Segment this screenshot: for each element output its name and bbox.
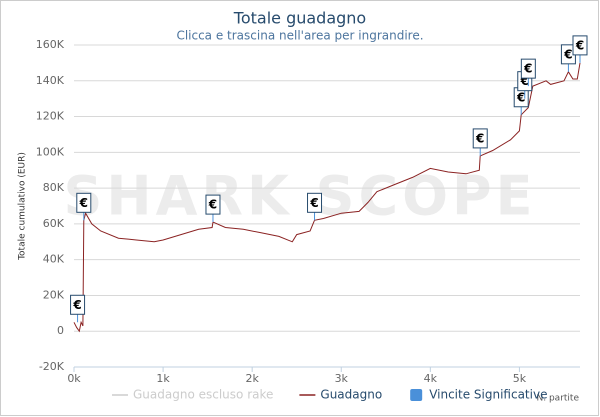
y-tick-label: 120K [36,110,65,123]
y-tick-label: 0 [57,324,64,337]
y-tick-label: 60K [43,217,65,230]
flag-text: € [72,298,81,312]
y-axis-label: Totale cumulativo (EUR) [18,152,28,261]
watermark: SHARK SCOPE [64,165,537,228]
y-tick-label: 40K [43,253,65,266]
flag-text: € [575,38,584,52]
flag-text: € [523,62,532,76]
flag-text: € [309,196,318,210]
y-tick-label: 20K [43,288,65,301]
x-tick-label: 1k [156,372,170,385]
x-tick-label: 2k [245,372,259,385]
x-axis-label: N. partite [537,394,580,404]
legend-label[interactable]: Vincite Significative [429,388,547,402]
legend-label[interactable]: Guadagno escluso rake [133,388,273,402]
x-tick-label: 0k [67,372,81,385]
flag-text: € [516,90,525,104]
legend-symbol [410,389,423,401]
y-tick-label: 80K [43,181,65,194]
flag [307,192,323,213]
chart-subtitle: Clicca e trascina nell'area per ingrandi… [176,29,423,43]
flag-text: € [475,131,484,145]
flag [70,294,86,315]
y-tick-label: 100K [36,145,65,158]
flag [76,192,92,213]
flag-text: € [563,47,572,61]
legend-label[interactable]: Guadagno [320,388,382,402]
flag-text: € [79,196,88,210]
flag [572,35,588,56]
flag [520,58,536,79]
flag [472,128,488,149]
y-tick-label: 160K [36,38,65,51]
y-tick-label: 140K [36,74,65,87]
x-tick-label: 3k [335,372,349,385]
x-tick-label: 5k [513,372,527,385]
flag [205,194,221,215]
chart-title: Totale guadagno [233,9,366,28]
flag-text: € [208,198,217,212]
flag-text: € [520,74,529,88]
x-tick-label: 4k [424,372,438,385]
line [73,62,581,333]
y-tick-label: -20K [39,360,65,373]
